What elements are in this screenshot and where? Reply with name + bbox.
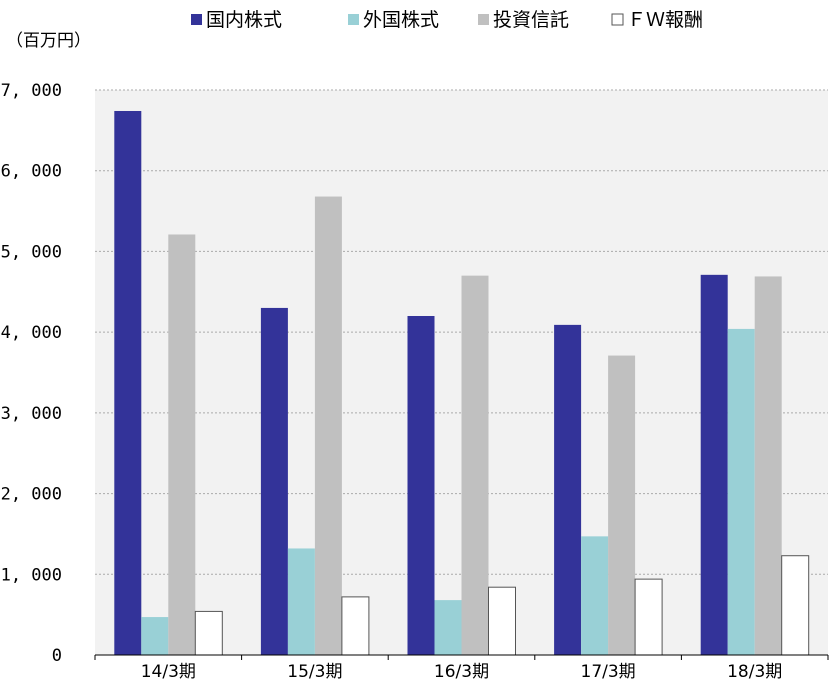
bar-series-2-cat-0: [168, 234, 196, 655]
y-tick-label: 2, 000: [1, 485, 62, 505]
x-tick-label: 14/3期: [141, 662, 196, 682]
bar-series-1-cat-1: [287, 548, 315, 655]
bar-series-0-cat-0: [114, 110, 142, 655]
bar-series-1-cat-0: [141, 617, 169, 655]
bar-series-3-cat-4: [781, 555, 810, 656]
bar-series-3-cat-0: [194, 610, 223, 656]
y-tick-label: 3, 000: [1, 404, 62, 424]
legend-label: 外国株式: [363, 9, 439, 31]
y-tick-label: 6, 000: [1, 162, 62, 182]
legend-swatch: [348, 14, 359, 25]
bar-series-0-cat-1: [260, 307, 288, 655]
bar-series-2-cat-3: [608, 355, 636, 655]
x-tick-label: 17/3期: [581, 662, 636, 682]
y-axis-ticks: 0 1, 000 2, 000 3, 000 4, 000 5, 000 6, 000 7, …: [1, 81, 62, 666]
y-tick-label: 5, 000: [1, 242, 62, 262]
legend-swatch: [478, 14, 489, 25]
legend-swatch: [191, 14, 202, 25]
y-tick-label: 0: [52, 646, 62, 666]
y-tick-label: 4, 000: [1, 323, 62, 343]
bar-series-3-cat-2: [488, 586, 516, 656]
bar-series-3-cat-1: [341, 596, 370, 656]
legend-label: 投資信託: [493, 9, 569, 31]
bar-series-2-cat-4: [754, 276, 782, 655]
bar-series-0-cat-3: [554, 324, 582, 655]
bar-series-0-cat-2: [407, 316, 435, 655]
axes: [94, 654, 829, 660]
legend-label: 国内株式: [206, 9, 282, 31]
bar-series-1-cat-3: [581, 536, 609, 655]
legend-swatch: [611, 13, 624, 26]
x-tick-label: 16/3期: [434, 662, 489, 682]
bar-series-1-cat-2: [434, 600, 462, 655]
bar-series-2-cat-1: [314, 196, 342, 656]
bar-series-2-cat-2: [461, 275, 489, 655]
legend-label: ＦＷ報酬: [627, 9, 703, 31]
bar-series-1-cat-4: [727, 328, 755, 655]
bar-series-3-cat-3: [634, 578, 663, 656]
bars: [114, 110, 810, 656]
y-tick-label: 1, 000: [1, 565, 62, 585]
x-tick-label: 18/3期: [727, 662, 782, 682]
y-axis-unit-label: （百万円）: [6, 31, 91, 51]
bar-series-0-cat-4: [700, 274, 728, 655]
y-tick-label: 7, 000: [1, 81, 62, 101]
legend: 国内株式 外国株式 投資信託 ＦＷ報酬: [191, 9, 703, 31]
x-tick-label: 15/3期: [287, 662, 342, 682]
x-axis-labels: 14/3期 15/3期 16/3期 17/3期 18/3期: [141, 662, 783, 682]
